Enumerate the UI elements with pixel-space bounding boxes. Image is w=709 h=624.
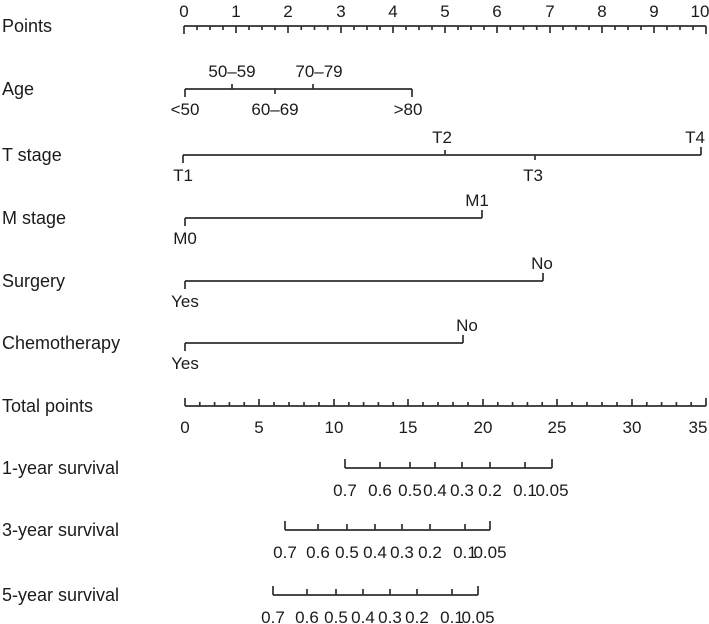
row-label-survival-3yr: 3-year survival — [2, 520, 119, 540]
tick-label: 30 — [623, 418, 642, 437]
tick-label: 0.6 — [368, 481, 392, 500]
tick-label: 10 — [691, 2, 709, 21]
tick-label: 0.1 — [453, 543, 477, 562]
tick-label: No — [456, 316, 478, 335]
tick-label: 0.5 — [335, 543, 359, 562]
tick-label: 0.7 — [333, 481, 357, 500]
row-label-chemotherapy: Chemotherapy — [2, 333, 120, 353]
tick-label: T1 — [173, 166, 193, 185]
tick-label: T3 — [523, 166, 543, 185]
tick-label: 0.6 — [295, 608, 319, 624]
tick-label: T2 — [432, 128, 452, 147]
row-label-age: Age — [2, 79, 34, 99]
tick-label: 25 — [548, 418, 567, 437]
tick-label: Yes — [171, 354, 199, 373]
row-label-points: Points — [2, 16, 52, 36]
tick-label: 8 — [597, 2, 606, 21]
axis-m-stage: M stage M0 M1 — [2, 191, 489, 248]
tick-label: 0.3 — [450, 481, 474, 500]
tick-label: 5 — [440, 2, 449, 21]
tick-label: 0.4 — [423, 481, 447, 500]
tick-label: 0.7 — [273, 543, 297, 562]
row-label-survival-5yr: 5-year survival — [2, 585, 119, 605]
row-label-surgery: Surgery — [2, 271, 65, 291]
tick-label: 7 — [545, 2, 554, 21]
axis-survival-3yr: 3-year survival 0.7 0.6 0.5 0.4 0.3 0.2 0.10.05 — [2, 520, 507, 562]
tick-label: 0.4 — [363, 543, 387, 562]
tick-label: 10 — [325, 418, 344, 437]
tick-label: 0.2 — [418, 543, 442, 562]
axis-t-stage: T stage T1 T2 T3 T4 — [2, 128, 705, 185]
tick-label: T4 — [685, 128, 705, 147]
row-label-survival-1yr: 1-year survival — [2, 458, 119, 478]
tick-label: 0.05 — [535, 481, 568, 500]
tick-label: M0 — [173, 229, 197, 248]
axis-age: Age <50 50–59 60–69 70–79 >80 — [2, 62, 422, 119]
tick-label: 9 — [649, 2, 658, 21]
tick-label: 0.4 — [351, 608, 375, 624]
row-label-total-points: Total points — [2, 396, 93, 416]
axis-survival-5yr: 5-year survival 0.7 0.6 0.5 0.4 0.3 0.2 0.10.05 — [2, 585, 495, 624]
tick-label: 0.1 — [513, 481, 537, 500]
tick-label: 0.2 — [478, 481, 502, 500]
axis-chemotherapy: Chemotherapy Yes No — [2, 316, 478, 373]
tick-label: 0.3 — [390, 543, 414, 562]
tick-label: 0.05 — [473, 543, 506, 562]
tick-label: No — [531, 254, 553, 273]
tick-label: 2 — [283, 2, 292, 21]
tick-label: 20 — [474, 418, 493, 437]
axis-survival-1yr: 1-year survival 0.7 0.6 0.5 0.4 0.3 0.2 0.10.05 — [2, 458, 569, 500]
tick-label: 60–69 — [251, 100, 298, 119]
tick-label: 0 — [180, 418, 189, 437]
tick-label: 4 — [388, 2, 397, 21]
tick-label: Yes — [171, 292, 199, 311]
tick-label: 0.2 — [405, 608, 429, 624]
tick-label: 0.3 — [378, 608, 402, 624]
tick-label: 0.7 — [261, 608, 285, 624]
tick-label: >80 — [394, 100, 423, 119]
tick-label: <50 — [171, 100, 200, 119]
tick-label: 35 — [689, 418, 708, 437]
tick-label: 0.05 — [461, 608, 494, 624]
tick-label: 70–79 — [295, 62, 342, 81]
tick-label: 0 — [179, 2, 188, 21]
tick-label: M1 — [465, 191, 489, 210]
axis-points: Points 0 1 2 3 4 5 6 7 8 9 10 — [2, 2, 709, 36]
tick-label: 0.5 — [324, 608, 348, 624]
tick-label: 15 — [399, 418, 418, 437]
axis-total-points: Total points 0 5 10 15 20 25 30 35 — [2, 396, 707, 437]
axis-surgery: Surgery Yes No — [2, 254, 553, 311]
tick-label: 50–59 — [208, 62, 255, 81]
tick-label: 5 — [254, 418, 263, 437]
row-label-m-stage: M stage — [2, 208, 66, 228]
row-label-t-stage: T stage — [2, 145, 62, 165]
tick-label: 3 — [336, 2, 345, 21]
tick-label: 0.6 — [306, 543, 330, 562]
tick-label: 6 — [492, 2, 501, 21]
tick-label: 0.1 — [440, 608, 464, 624]
tick-label: 0.5 — [398, 481, 422, 500]
tick-label: 1 — [231, 2, 240, 21]
